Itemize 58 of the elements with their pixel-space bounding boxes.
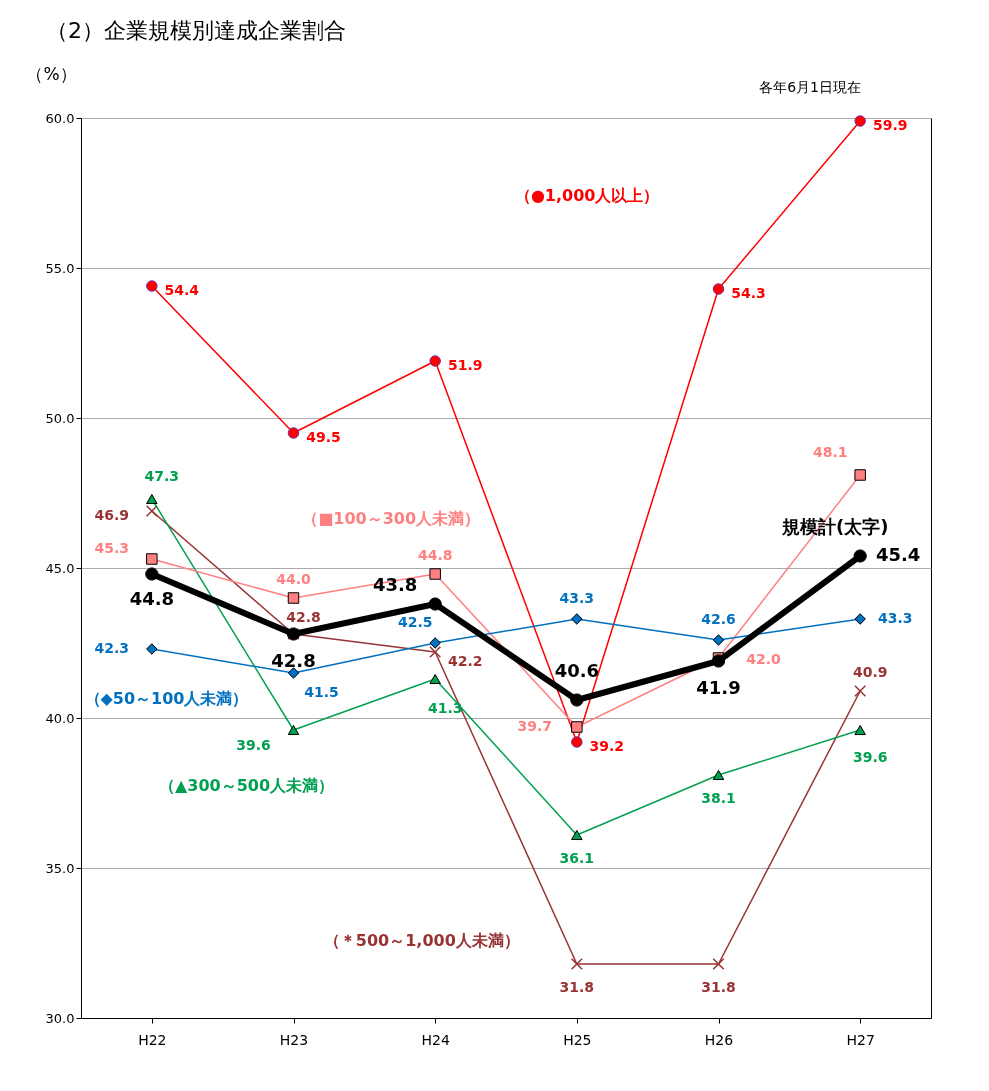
data-label: 54.4 — [164, 282, 200, 298]
data-label: 42.5 — [397, 614, 433, 630]
data-label: 43.3 — [877, 610, 913, 626]
text: 各年6月1日現在 — [759, 79, 861, 95]
data-label: 41.9 — [696, 677, 741, 698]
data-label: 40.9 — [852, 664, 888, 680]
data-label: 42.2 — [447, 653, 483, 669]
data-label: 44.0 — [276, 571, 312, 587]
data-label: 39.6 — [852, 749, 888, 765]
x-tick-label: H26 — [704, 1031, 734, 1048]
data-label: 43.3 — [559, 590, 595, 606]
text: （■100～300人未満） — [302, 509, 481, 528]
x-tick-label: H23 — [279, 1031, 309, 1048]
data-label: 54.3 — [731, 285, 766, 301]
data-label: 51.9 — [447, 357, 483, 373]
data-label: 42.0 — [746, 651, 782, 667]
y-tick-label: 50.0 — [45, 410, 75, 426]
y-tick-label: 45.0 — [45, 560, 75, 576]
data-label: 45.3 — [94, 540, 130, 556]
data-label: 47.3 — [144, 468, 180, 484]
text: （＊500～1,000人未満） — [323, 931, 520, 950]
data-label: 41.3 — [427, 700, 463, 716]
data-label: 48.1 — [812, 444, 848, 460]
x-tick-label: H24 — [421, 1031, 450, 1048]
y-tick-label: 55.0 — [45, 260, 75, 276]
data-label: 42.6 — [701, 611, 736, 627]
data-label: 42.8 — [271, 650, 316, 671]
data-label: 44.8 — [417, 547, 453, 563]
data-label: 42.8 — [286, 609, 321, 625]
y-axis-title: （%） — [26, 63, 77, 84]
text: （▲300～500人未満） — [158, 776, 335, 795]
x-tick-label: H25 — [563, 1031, 592, 1048]
data-label: 44.8 — [129, 588, 175, 609]
x-tick-label: H27 — [846, 1031, 875, 1048]
data-label: 39.6 — [236, 737, 271, 753]
y-tick-label: 35.0 — [45, 860, 75, 876]
data-label: 31.8 — [701, 979, 736, 995]
y-tick-label: 40.0 — [45, 710, 75, 726]
data-label: 40.6 — [554, 660, 600, 681]
text: （●1,000人以上） — [514, 186, 660, 205]
data-label: 42.3 — [94, 640, 130, 656]
data-label: 31.8 — [559, 979, 595, 995]
data-label: 49.5 — [306, 429, 341, 445]
series-label: 規模計(太字) — [780, 516, 889, 537]
y-tick-label: 60.0 — [45, 110, 75, 126]
y-tick-label: 30.0 — [45, 1010, 75, 1026]
data-label: 41.5 — [304, 684, 339, 700]
x-tick-label: H22 — [138, 1031, 167, 1048]
data-label: 36.1 — [559, 850, 595, 866]
data-label: 46.9 — [94, 507, 130, 523]
data-label: 59.9 — [872, 117, 908, 133]
data-label: 45.4 — [875, 544, 921, 565]
data-label: 39.2 — [589, 738, 625, 754]
data-label: 43.8 — [372, 574, 418, 595]
chart-title: （2）企業規模別達成企業割合 — [45, 18, 346, 43]
series-label: （◆50～100人未満） — [84, 689, 249, 708]
data-label: 39.7 — [517, 718, 553, 734]
data-label: 38.1 — [701, 790, 736, 806]
